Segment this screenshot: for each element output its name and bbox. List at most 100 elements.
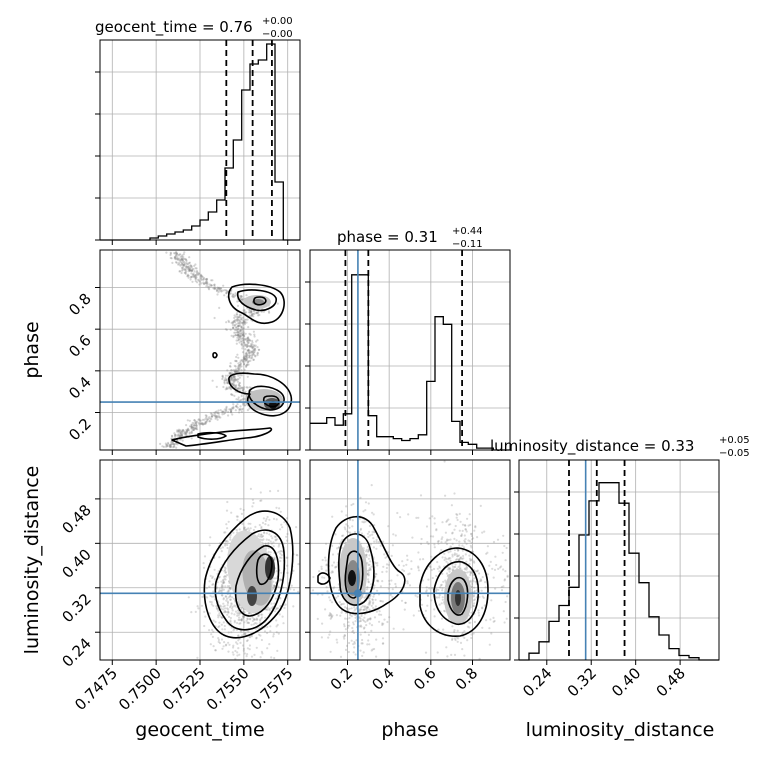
sample-point bbox=[285, 556, 288, 559]
sample-point bbox=[346, 624, 350, 627]
sample-point bbox=[404, 601, 407, 604]
sample-point bbox=[178, 263, 181, 266]
sample-point bbox=[186, 429, 189, 432]
sample-point bbox=[484, 586, 487, 589]
sample-point bbox=[275, 518, 278, 521]
sample-point bbox=[221, 376, 224, 379]
sample-point bbox=[242, 320, 245, 323]
sample-point bbox=[221, 594, 224, 597]
sample-point bbox=[465, 567, 469, 570]
sample-point bbox=[370, 484, 373, 487]
sample-point bbox=[177, 254, 180, 257]
sample-point bbox=[245, 345, 248, 348]
sample-point bbox=[339, 603, 343, 606]
sample-point bbox=[224, 575, 227, 578]
sample-point bbox=[346, 524, 349, 528]
sample-point bbox=[260, 499, 263, 502]
sample-point bbox=[331, 544, 334, 548]
sample-point bbox=[244, 632, 247, 636]
sample-point bbox=[278, 543, 281, 546]
sample-point bbox=[173, 256, 176, 259]
sample-point bbox=[184, 432, 187, 435]
sample-point bbox=[466, 625, 469, 628]
sample-point bbox=[349, 614, 352, 617]
sample-point bbox=[233, 621, 236, 624]
sample-point bbox=[251, 343, 254, 346]
sample-point bbox=[237, 325, 240, 328]
sample-point bbox=[192, 275, 195, 278]
sample-point bbox=[191, 273, 195, 276]
sample-point bbox=[215, 415, 218, 418]
sample-point bbox=[251, 616, 254, 619]
sample-point bbox=[237, 338, 241, 341]
x-tick-label: 0.4 bbox=[368, 664, 398, 694]
sample-point bbox=[464, 553, 467, 556]
sample-point bbox=[243, 318, 246, 321]
sample-point bbox=[449, 559, 452, 562]
sample-point bbox=[243, 526, 246, 529]
sample-point bbox=[210, 284, 213, 287]
sample-point bbox=[365, 550, 368, 553]
sample-point bbox=[375, 540, 378, 544]
sample-point bbox=[187, 270, 190, 273]
sample-point bbox=[243, 404, 246, 407]
sample-point bbox=[243, 652, 246, 655]
sample-point bbox=[249, 345, 252, 348]
sample-point bbox=[340, 510, 343, 513]
sample-point bbox=[195, 424, 198, 427]
sample-point bbox=[261, 652, 264, 655]
sample-point bbox=[436, 561, 439, 564]
sample-point bbox=[225, 386, 228, 389]
sample-point bbox=[233, 364, 236, 367]
sample-point bbox=[451, 565, 455, 568]
sample-point bbox=[502, 610, 505, 613]
sample-point bbox=[240, 325, 243, 329]
sample-point bbox=[230, 612, 233, 615]
sample-point bbox=[246, 409, 249, 412]
contour-line bbox=[262, 395, 280, 408]
sample-point bbox=[261, 613, 264, 616]
sample-point bbox=[486, 545, 489, 548]
sample-point bbox=[241, 347, 244, 350]
sample-point bbox=[246, 337, 250, 340]
sample-point bbox=[447, 558, 450, 561]
sample-point bbox=[239, 362, 243, 365]
sample-point bbox=[262, 517, 265, 520]
sample-point bbox=[470, 532, 473, 536]
sample-point bbox=[201, 418, 204, 421]
y-tick-label: 0.40 bbox=[58, 545, 94, 581]
sample-point bbox=[236, 380, 239, 383]
sample-point bbox=[228, 386, 231, 389]
sample-point bbox=[224, 540, 227, 543]
sample-point bbox=[388, 616, 391, 619]
sample-point bbox=[485, 552, 488, 555]
sample-point bbox=[246, 349, 249, 352]
sample-point bbox=[348, 526, 351, 529]
sample-point bbox=[262, 534, 265, 538]
sample-point bbox=[477, 609, 480, 612]
sample-point bbox=[198, 418, 201, 421]
sample-point bbox=[251, 353, 254, 357]
sample-point bbox=[286, 571, 289, 575]
sample-point bbox=[485, 619, 488, 622]
sample-point bbox=[343, 526, 346, 529]
sample-point bbox=[503, 544, 506, 548]
sample-point bbox=[187, 596, 190, 599]
sample-point bbox=[243, 341, 246, 344]
sample-point bbox=[209, 412, 212, 415]
sample-point bbox=[199, 419, 202, 422]
x-tick-label: 0.24 bbox=[519, 664, 555, 700]
sample-point bbox=[246, 354, 249, 357]
sample-point bbox=[206, 282, 209, 285]
sample-point bbox=[242, 402, 245, 405]
sample-point bbox=[216, 412, 219, 415]
sample-point bbox=[346, 626, 349, 629]
sample-point bbox=[259, 499, 262, 502]
sample-point bbox=[196, 271, 199, 274]
sample-point bbox=[468, 621, 471, 624]
sample-point bbox=[183, 251, 186, 254]
sample-point bbox=[226, 601, 230, 605]
sample-point bbox=[463, 524, 467, 527]
sample-point bbox=[269, 625, 272, 628]
sample-point bbox=[168, 445, 172, 448]
